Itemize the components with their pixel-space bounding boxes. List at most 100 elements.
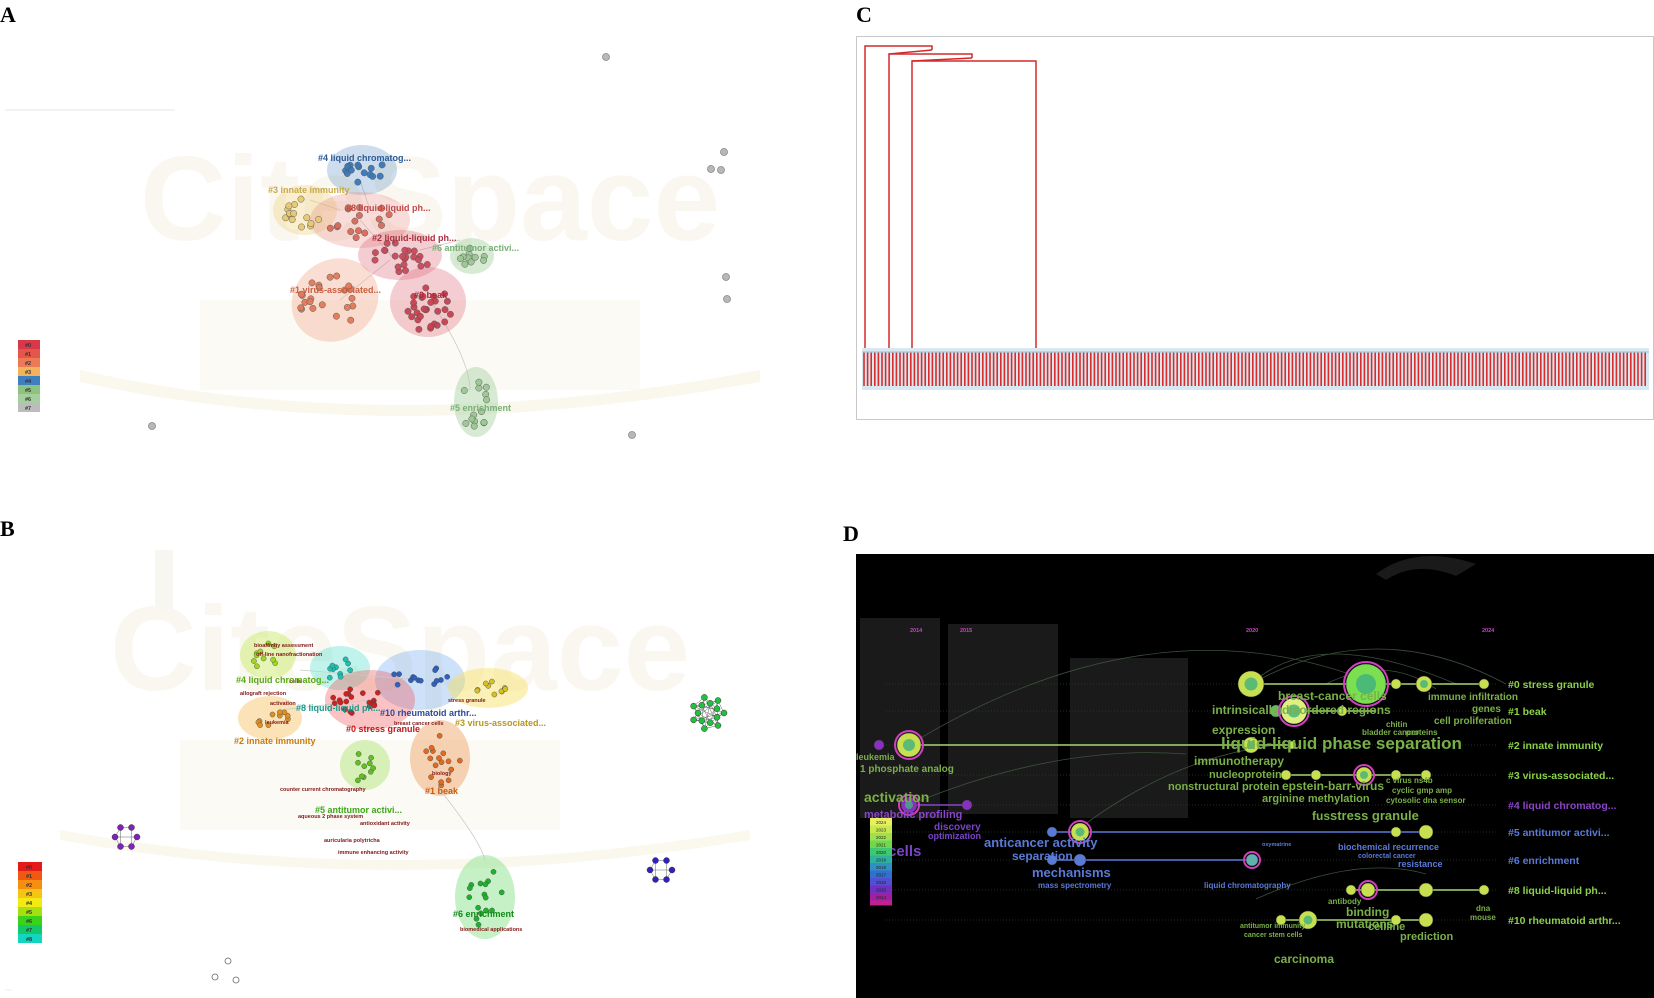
term-cell-proliferation: cell proliferation (1434, 716, 1512, 727)
term-arginine: arginine methylation (1262, 793, 1370, 805)
network-node (400, 261, 408, 269)
network-node (352, 234, 360, 242)
subnetwork-node (663, 857, 670, 864)
year-legend-swatch (870, 878, 892, 886)
cluster-hull-4 (240, 631, 296, 679)
cluster-label-6: #6 antitumor activi... (432, 243, 519, 253)
network-node (355, 751, 362, 757)
network-node (265, 640, 272, 647)
panel-a-network: CiteSpace (0, 30, 780, 470)
network-node (383, 239, 391, 247)
cluster-label-2: #2 liquid-liquid ph... (372, 233, 457, 243)
network-node (297, 290, 305, 298)
subnetwork-node (117, 843, 124, 850)
keyword-bioaffinity: bioaffinity assessment (254, 643, 313, 649)
year-legend-swatch (870, 848, 892, 856)
timeline-node (1478, 884, 1490, 896)
timeline-node (1073, 853, 1087, 867)
network-node (374, 689, 381, 696)
year-legend-label: 2021 (876, 843, 887, 848)
network-node (297, 304, 305, 312)
network-node (480, 418, 488, 426)
network-node (271, 643, 278, 650)
keyword-antioxidant: antioxidant activity (360, 821, 411, 827)
network-node (475, 378, 483, 386)
cluster-label-0: #0 stress granule (346, 724, 420, 734)
year-legend-label: 2019 (876, 858, 887, 863)
subnetwork-link (709, 700, 719, 723)
term-optimization: optimization (928, 831, 981, 841)
legend-label: #1 (26, 874, 32, 880)
legend-label: #7 (26, 928, 32, 934)
legend-swatch (18, 358, 40, 367)
network-node (474, 687, 481, 694)
network-node (443, 297, 451, 305)
network-node (355, 227, 362, 235)
network-node (315, 284, 323, 292)
network-node (482, 894, 489, 901)
network-node (343, 303, 351, 311)
timeline-node (1310, 769, 1322, 781)
year-legend-swatch (870, 863, 892, 871)
network-node (370, 765, 376, 771)
timeline-node (1336, 705, 1348, 717)
keyword-aqueous: aqueous 2 phase system (298, 814, 363, 820)
network-node (355, 777, 361, 784)
keyword-immune-enhancing: immune enhancing activity (338, 850, 410, 856)
network-node (428, 774, 434, 780)
term-phosphate: 1 phosphate analog (860, 764, 954, 775)
subnetwork-link (697, 712, 719, 726)
isolated-nodes (148, 53, 731, 439)
timeline-node (1418, 824, 1434, 840)
network-node (461, 260, 469, 268)
network-node (478, 910, 484, 917)
legend-label: #6 (25, 397, 31, 403)
network-node (251, 658, 257, 664)
timeline-node (1046, 826, 1058, 838)
term-expression: expression (1212, 723, 1275, 737)
year-legend-label: 2014 (876, 895, 887, 900)
network-node (473, 915, 480, 922)
network-nodes (251, 640, 509, 928)
network-node (391, 671, 397, 678)
term-cytosolic: cytosolic dna sensor (1386, 796, 1466, 805)
network-node (417, 677, 424, 684)
panel-c-svg (856, 36, 1654, 420)
network-node (342, 706, 348, 713)
keyword-cells: cells (289, 679, 301, 685)
burst-ring (1343, 661, 1389, 707)
term-anticancer: anticancer activity (984, 835, 1098, 850)
year-legend-swatch (870, 818, 892, 826)
cluster-hull-8 (310, 192, 410, 248)
network-node (415, 325, 423, 333)
cluster-hull-4 (327, 145, 397, 195)
network-node (378, 161, 386, 169)
subnetwork-node (706, 719, 714, 726)
network-node (416, 312, 424, 320)
legend-label: #1 (25, 352, 31, 358)
network-node (347, 316, 355, 324)
term-prediction: prediction (1400, 931, 1453, 943)
network-node (391, 239, 399, 247)
subnetwork-node (133, 833, 141, 841)
year-legend-swatch (870, 855, 892, 863)
network-node (432, 667, 438, 673)
dendrogram-leaves (862, 348, 1649, 390)
legend-label: #5 (25, 388, 31, 394)
network-node (329, 662, 336, 669)
svg-text:CiteSpace: CiteSpace (140, 132, 720, 266)
network-node (269, 711, 276, 718)
panel-c-dendrogram (856, 36, 1654, 421)
network-node (290, 210, 298, 217)
network-node (470, 422, 478, 430)
network-node (347, 228, 355, 236)
term-breast-cancer: breast-cancer cells (1278, 689, 1387, 703)
legend-swatch (18, 394, 40, 403)
subnetwork-node (652, 876, 659, 883)
network-node (490, 868, 497, 875)
cluster-label-1: #1 beak (425, 786, 459, 796)
subnetwork-node (117, 824, 124, 831)
subnetwork-node (713, 714, 721, 721)
network-node (433, 321, 441, 329)
year-2020: 2020 (1246, 628, 1258, 634)
